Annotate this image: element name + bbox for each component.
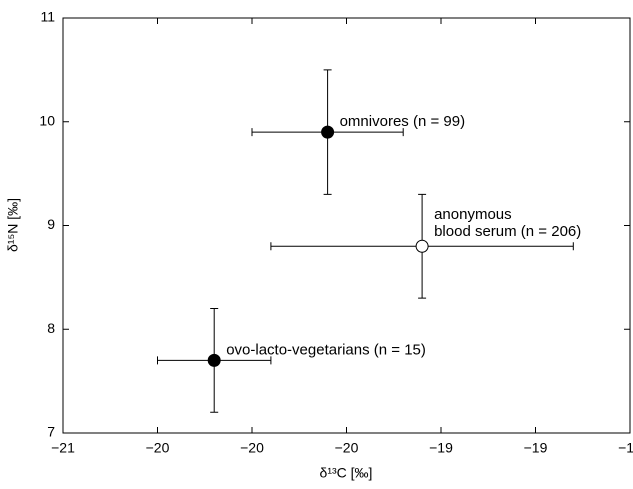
y-tick-label: 9 [47, 216, 55, 232]
point-label: anonymous [434, 206, 512, 223]
y-tick-label: 10 [39, 112, 55, 128]
point [321, 125, 335, 139]
x-axis-label: δ¹³C [‰] [320, 465, 373, 481]
x-tick-label: −21 [51, 440, 75, 456]
point [415, 239, 429, 253]
point-label: blood serum (n = 206) [434, 223, 581, 240]
x-tick-label: −20 [146, 440, 170, 456]
point [207, 353, 221, 367]
x-tick-label: −20 [240, 440, 264, 456]
y-tick-label: 7 [47, 424, 55, 440]
x-tick-label: −19 [429, 440, 453, 456]
x-tick-label: −18 [618, 440, 633, 456]
point-label: omnivores (n = 99) [340, 113, 465, 130]
y-axis-label: δ¹⁵N [‰] [5, 198, 21, 252]
y-tick-label: 8 [47, 320, 55, 336]
y-tick-label: 11 [40, 9, 55, 25]
x-tick-label: −20 [335, 440, 359, 456]
point-label: ovo-lacto-vegetarians (n = 15) [226, 341, 426, 358]
x-tick-label: −19 [524, 440, 548, 456]
